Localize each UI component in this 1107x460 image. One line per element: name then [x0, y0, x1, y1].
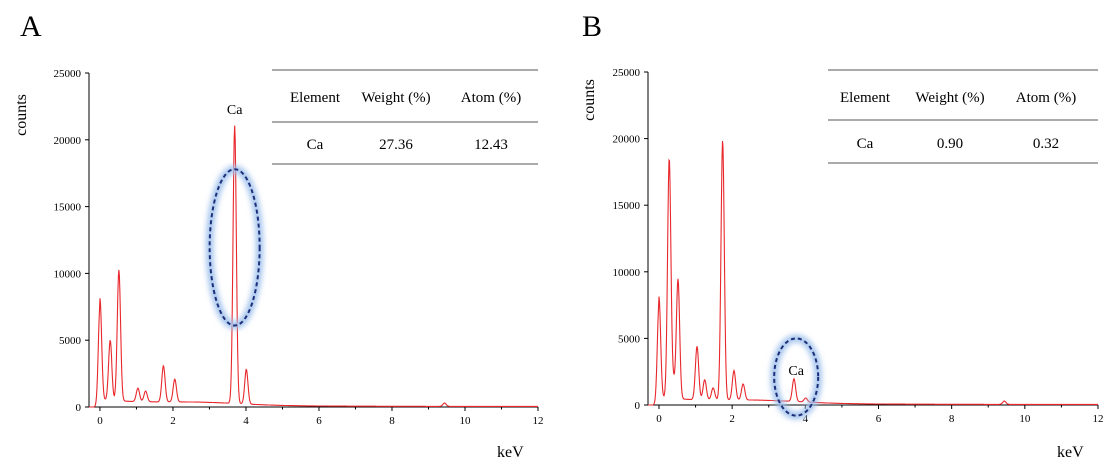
x-tick-label: 0: [656, 413, 662, 425]
table-cell: 0.32: [1033, 136, 1059, 152]
x-tick-label: 6: [876, 413, 882, 425]
panel-b-axes: [647, 72, 1098, 406]
annotation-ellipse: [208, 168, 261, 327]
annotation-ellipse: [773, 337, 820, 417]
panel-a-y-axis-label: counts: [13, 94, 30, 136]
panel-b-composition-table: Element Weight (%) Atom (%) Ca 0.90 0.32: [828, 69, 1098, 164]
x-tick-label: 8: [389, 415, 395, 427]
y-tick-label: 25000: [54, 68, 82, 80]
table-cell: Ca: [307, 137, 324, 153]
panel-a-ca-annotation: Ca: [206, 103, 264, 330]
peak-label-ca: Ca: [788, 364, 804, 379]
x-tick-label: 10: [1019, 413, 1031, 425]
x-tick-label: 0: [97, 415, 103, 427]
x-tick-label: 8: [949, 413, 955, 425]
y-tick-label: 0: [76, 402, 82, 414]
y-tick-label: 15000: [613, 200, 641, 212]
table-cell: 27.36: [379, 137, 413, 153]
panel-b-tick-labels: 0 2 4 6 8 10 12 0 5000 10000 15000 20000 25000: [613, 67, 1104, 425]
x-tick-label: 6: [316, 415, 322, 427]
panel-a-x-axis-label: keV: [497, 444, 524, 460]
panel-b-ca-annotation: Ca: [770, 334, 822, 420]
panel-a-spectrum-line: [89, 125, 538, 408]
panel-b-spectrum-line: [648, 140, 1098, 406]
x-tick-label: 4: [243, 415, 249, 427]
table-header-cell: Weight (%): [361, 90, 430, 106]
panel-b: B counts keV 0 2 4 6 8 10 12 0 5000 10000 15000 200…: [581, 10, 1104, 460]
panel-a-label: A: [20, 10, 42, 43]
table-cell: 12.43: [474, 137, 508, 153]
panel-a-tick-labels: 0 2 4 6 8 10 12 0 5000 10000 15000 20000 25000: [54, 68, 544, 427]
x-tick-label: 12: [1093, 413, 1104, 425]
y-tick-label: 15000: [54, 202, 82, 214]
y-tick-label: 5000: [618, 333, 641, 345]
y-tick-label: 10000: [54, 268, 82, 280]
panel-b-y-axis-label: counts: [581, 79, 598, 121]
y-tick-label: 20000: [613, 134, 641, 146]
panel-a-axes: [88, 73, 538, 408]
table-header-cell: Atom (%): [461, 90, 521, 106]
peak-label-ca: Ca: [227, 103, 243, 118]
y-tick-label: 25000: [613, 67, 641, 79]
x-tick-label: 12: [533, 415, 544, 427]
panel-a-composition-table: Element Weight (%) Atom (%) Ca 27.36 12.43: [272, 69, 538, 165]
table-header-cell: Element: [290, 90, 341, 106]
y-tick-label: 5000: [59, 335, 82, 347]
y-tick-label: 20000: [54, 135, 82, 147]
x-tick-label: 4: [803, 413, 809, 425]
y-tick-label: 0: [635, 400, 641, 412]
y-tick-label: 10000: [613, 267, 641, 279]
panel-a: A counts keV 0 2 4 6 8 10 12 0 5000 10000 15000 200…: [13, 10, 544, 460]
x-tick-label: 10: [459, 415, 471, 427]
panel-b-label: B: [582, 10, 602, 43]
table-cell: 0.90: [937, 136, 963, 152]
table-header-cell: Weight (%): [915, 90, 984, 106]
table-header-cell: Atom (%): [1016, 90, 1076, 106]
table-cell: Ca: [857, 136, 874, 152]
x-tick-label: 2: [170, 415, 176, 427]
x-tick-label: 2: [729, 413, 735, 425]
panel-b-x-axis-label: keV: [1057, 444, 1084, 460]
table-header-cell: Element: [840, 90, 891, 106]
